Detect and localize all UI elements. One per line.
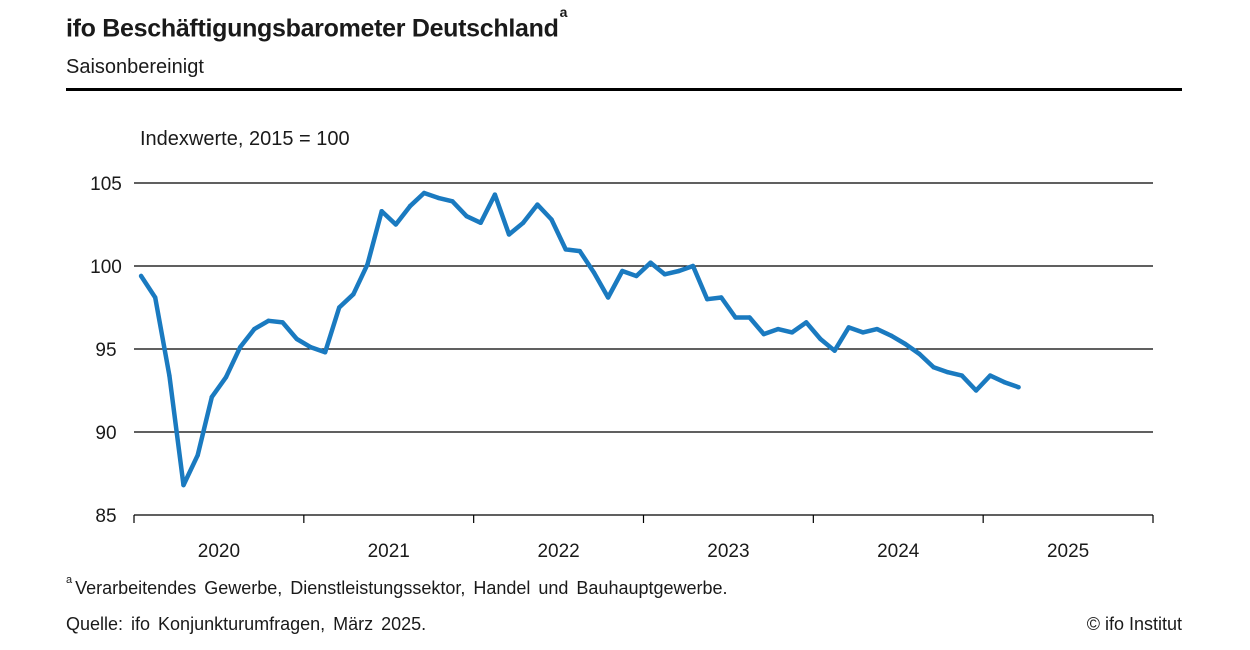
data-point-2024-12 — [973, 388, 979, 393]
y-tick-label-90: 90 — [95, 423, 116, 444]
data-point-2022-08 — [577, 248, 582, 254]
data-point-2022-03 — [506, 232, 512, 237]
x-tick-label-2025: 2025 — [1047, 541, 1089, 562]
footnote-marker: a — [66, 574, 73, 586]
data-point-2023-01 — [648, 260, 653, 265]
data-point-2022-01 — [478, 220, 483, 225]
data-point-2022-07 — [563, 247, 568, 252]
data-point-2022-04 — [521, 220, 526, 225]
data-point-2025-03 — [1016, 385, 1021, 390]
data-point-2021-05 — [365, 262, 370, 267]
data-point-2024-01 — [818, 336, 823, 342]
data-point-2024-06 — [889, 333, 894, 338]
data-point-2022-12 — [634, 273, 639, 279]
data-point-2020-09 — [252, 326, 257, 332]
data-point-2022-05 — [535, 202, 540, 207]
data-point-2025-02 — [1002, 380, 1007, 385]
data-point-2021-06 — [379, 209, 384, 214]
data-point-2021-08 — [407, 204, 413, 209]
data-point-2023-08 — [747, 315, 752, 320]
data-point-2020-04 — [181, 482, 186, 488]
series-layer — [138, 190, 1021, 488]
gridlines — [134, 182, 1153, 516]
data-point-2021-04 — [351, 292, 356, 297]
data-point-2023-12 — [804, 320, 809, 325]
x-axis: 2020 2021 2022 2023 2024 2025 — [133, 515, 1154, 562]
series-line-0 — [138, 190, 1021, 488]
data-point-2023-05 — [705, 297, 710, 302]
data-point-2020-01 — [138, 273, 144, 279]
data-point-2023-09 — [761, 331, 766, 337]
copyright: © ifo Institut — [1086, 614, 1182, 634]
data-point-2020-03 — [167, 373, 172, 378]
chart-subtitle: Saisonbereinigt — [66, 56, 204, 78]
data-point-2021-07 — [393, 222, 398, 227]
data-point-2020-05 — [195, 453, 200, 458]
data-point-2024-04 — [860, 330, 866, 335]
data-point-2022-10 — [605, 295, 611, 300]
data-point-2021-01 — [308, 345, 314, 350]
data-point-2023-04 — [690, 263, 696, 269]
data-point-2023-06 — [719, 295, 724, 300]
y-tick-label-100: 100 — [90, 257, 122, 278]
data-point-2023-02 — [662, 272, 667, 277]
data-point-2023-11 — [789, 330, 795, 335]
y-tick-label-85: 85 — [95, 506, 116, 527]
data-point-2022-09 — [591, 270, 597, 275]
source-note: Quelle: ifo Konjunkturumfragen, März 202… — [66, 614, 427, 634]
chart-title: ifo Beschäftigungsbarometer Deutschlanda — [66, 4, 568, 43]
data-point-2021-02 — [322, 350, 328, 355]
data-point-2024-10 — [945, 370, 950, 375]
data-point-2020-07 — [223, 375, 229, 380]
data-point-2022-02 — [492, 192, 498, 197]
x-tick-label-2023: 2023 — [707, 541, 749, 562]
data-point-2022-06 — [549, 217, 554, 222]
data-point-2024-11 — [959, 373, 965, 378]
data-point-2024-02 — [832, 348, 837, 353]
y-tick-label-95: 95 — [95, 340, 116, 361]
data-point-2025-01 — [988, 373, 993, 378]
header-rule — [66, 88, 1182, 91]
data-point-2021-12 — [464, 214, 469, 219]
footnote: a Verarbeitendes Gewerbe, Dienstleistungs… — [66, 574, 728, 598]
x-tick-label-2021: 2021 — [368, 541, 410, 562]
data-point-2020-02 — [153, 295, 158, 300]
data-point-2023-03 — [676, 268, 682, 274]
data-point-2024-09 — [931, 365, 936, 370]
y-axis: 85 90 95 100 105 — [90, 174, 122, 527]
data-point-2024-07 — [903, 341, 908, 347]
unit-label: Indexwerte, 2015 = 100 — [140, 128, 350, 150]
data-point-2021-10 — [436, 195, 441, 201]
data-point-2024-08 — [917, 351, 922, 357]
data-point-2020-10 — [266, 318, 271, 323]
data-point-2022-11 — [620, 268, 625, 274]
data-point-2020-06 — [209, 394, 214, 400]
data-point-2024-05 — [874, 326, 880, 332]
y-tick-label-105: 105 — [90, 174, 122, 195]
data-point-2021-03 — [337, 305, 342, 310]
data-point-2020-08 — [237, 345, 243, 350]
x-tick-label-2020: 2020 — [198, 541, 240, 562]
data-point-2020-12 — [294, 336, 299, 342]
data-point-2021-11 — [450, 199, 455, 204]
x-tick-label-2022: 2022 — [537, 541, 579, 562]
data-point-2024-03 — [846, 325, 851, 330]
data-point-2020-11 — [280, 320, 285, 325]
data-point-2021-09 — [421, 190, 427, 196]
data-point-2023-07 — [733, 315, 738, 320]
data-point-2023-10 — [775, 326, 781, 332]
x-tick-label-2024: 2024 — [877, 541, 920, 562]
title-footnote-marker: a — [559, 4, 568, 20]
